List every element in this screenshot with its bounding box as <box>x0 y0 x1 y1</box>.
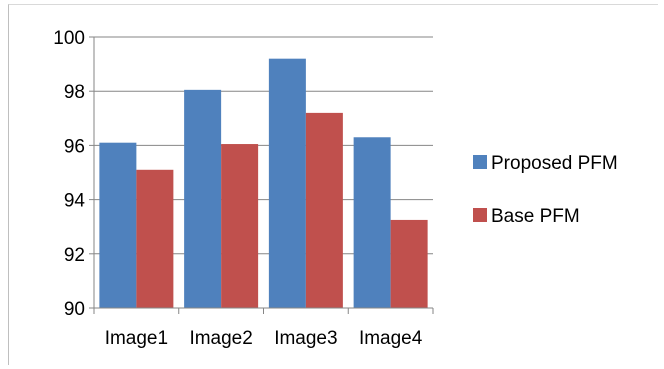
legend: Proposed PFM Base PFM <box>473 153 618 227</box>
axes <box>89 36 434 314</box>
bar-image3-base-pfm <box>305 112 343 308</box>
x-category-label: Image3 <box>274 328 337 349</box>
legend-label-proposed-pfm: Proposed PFM <box>491 153 618 174</box>
legend-swatch-base-pfm <box>473 208 487 222</box>
y-tick-label: 100 <box>53 28 85 49</box>
y-tick-label: 98 <box>64 82 85 103</box>
bar-image3-proposed-pfm <box>268 58 306 309</box>
bar-image4-proposed-pfm <box>353 137 391 308</box>
bar-image2-proposed-pfm <box>184 89 222 308</box>
bar-image1-proposed-pfm <box>99 142 137 308</box>
x-category-label: Image1 <box>105 328 168 349</box>
y-tick-label: 90 <box>64 299 85 320</box>
y-tick-label: 94 <box>64 191 86 212</box>
y-tick-labels: 90 92 94 96 98 100 <box>53 28 85 320</box>
x-category-labels: Image1 Image2 Image3 Image4 <box>105 328 423 349</box>
x-category-label: Image4 <box>359 328 423 349</box>
legend-label-base-pfm: Base PFM <box>491 206 580 227</box>
y-tick-label: 92 <box>64 245 85 266</box>
y-tick-label: 96 <box>64 136 85 157</box>
bar-image2-base-pfm <box>221 144 259 308</box>
legend-swatch-proposed-pfm <box>473 155 487 169</box>
x-category-label: Image2 <box>189 328 252 349</box>
bars <box>99 58 428 309</box>
bar-image4-base-pfm <box>390 219 428 308</box>
bar-image1-base-pfm <box>136 169 174 308</box>
